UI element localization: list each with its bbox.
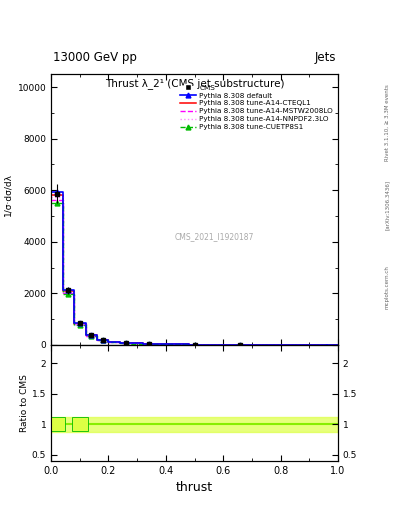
X-axis label: thrust: thrust [176, 481, 213, 494]
Bar [49, 417, 65, 431]
Text: 1/σ·dσ/dλ: 1/σ·dσ/dλ [4, 173, 13, 216]
Text: Rivet 3.1.10, ≥ 3.3M events: Rivet 3.1.10, ≥ 3.3M events [385, 84, 390, 161]
Text: CMS_2021_I1920187: CMS_2021_I1920187 [175, 232, 254, 241]
Text: mcplots.cern.ch: mcplots.cern.ch [385, 265, 390, 309]
Bar [72, 417, 88, 431]
Legend: CMS, Pythia 8.308 default, Pythia 8.308 tune-A14-CTEQL1, Pythia 8.308 tune-A14-M: CMS, Pythia 8.308 default, Pythia 8.308 … [179, 83, 334, 132]
Text: Jets: Jets [314, 51, 336, 64]
Text: 13000 GeV pp: 13000 GeV pp [53, 51, 137, 64]
Text: [arXiv:1306.3436]: [arXiv:1306.3436] [385, 180, 390, 230]
Y-axis label: Ratio to CMS: Ratio to CMS [20, 374, 29, 432]
Text: Thrust λ_2¹ (CMS jet substructure): Thrust λ_2¹ (CMS jet substructure) [105, 78, 284, 89]
Bar [51, 417, 338, 432]
